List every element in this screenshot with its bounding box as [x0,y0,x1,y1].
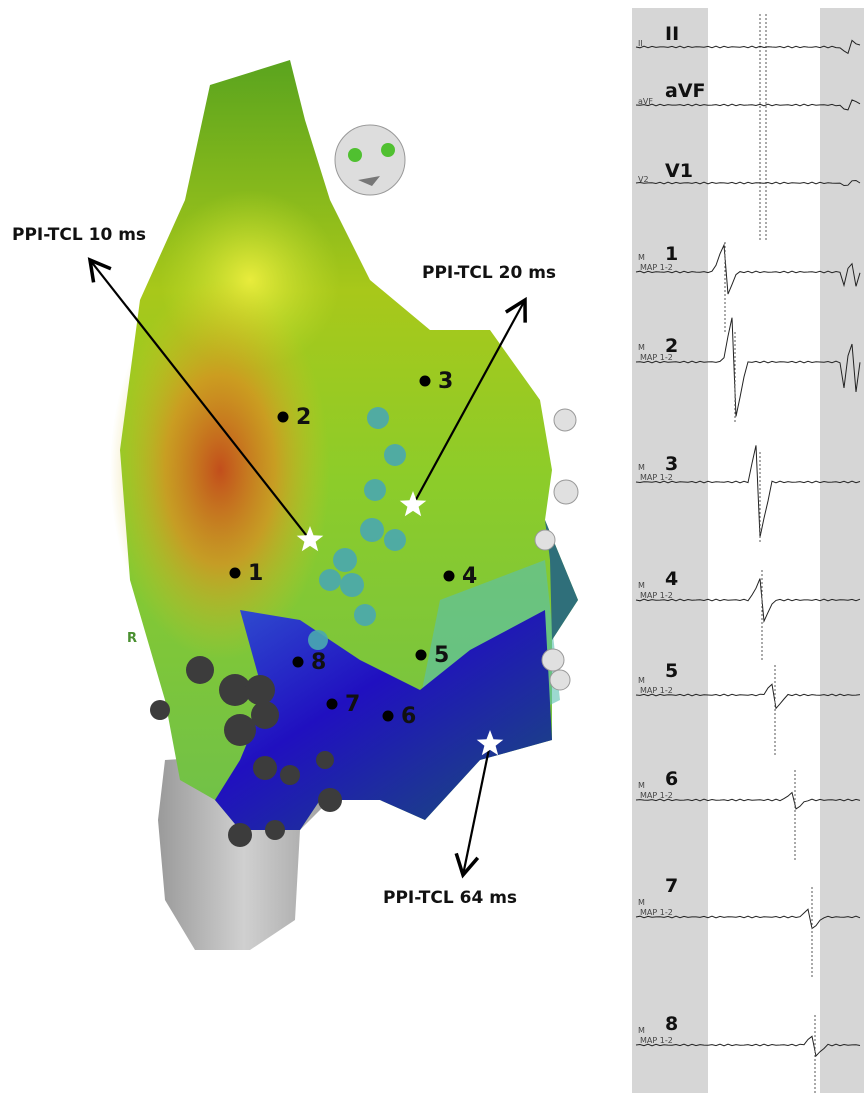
site-dot [230,568,241,579]
lead-tag: V2 [638,175,649,184]
site-label: 1 [248,561,263,586]
lead-label: 5 [665,660,678,682]
site-label: 3 [438,369,453,394]
lead-tag: M [638,463,645,472]
figure: R 12345678 PPI-TCL 10 msPPI-TCL 20 msPPI… [0,0,864,1093]
orientation-label: R [127,631,137,646]
site-dot [383,711,394,722]
site-dot [327,699,338,710]
lead-label: 7 [665,875,678,897]
lead-tag: M [638,581,645,590]
lead-tag: M [638,253,645,262]
lead-tag: II [638,39,643,48]
red-zone [110,280,330,660]
site-label: 5 [434,643,449,668]
annotation: PPI-TCL 10 ms [12,225,146,245]
lead-label: 8 [665,1013,678,1035]
site-dot [416,650,427,661]
lead-tag: M [638,343,645,352]
site-dot [293,657,304,668]
lead-tag: M [638,898,645,907]
lead-label: 6 [665,768,678,790]
channel-label: MAP 1-2 [640,791,673,800]
lead-label: 3 [665,453,678,475]
channel-label: MAP 1-2 [640,686,673,695]
annotation: PPI-TCL 64 ms [383,888,517,908]
lead-tag: aVF [638,97,653,106]
lead-label: II [665,23,679,45]
lead-label: 1 [665,243,678,265]
site-label: 8 [311,650,326,675]
annotation: PPI-TCL 20 ms [422,263,556,283]
gray-band [820,8,864,1093]
site-label: 6 [401,704,416,729]
channel-label: MAP 1-2 [640,353,673,362]
lead-label: V1 [665,160,693,182]
face-icon [335,125,405,195]
channel-label: MAP 1-2 [640,263,673,272]
channel-label: MAP 1-2 [640,1036,673,1045]
site-label: 7 [345,692,360,717]
lead-label: aVF [665,80,706,102]
anatomic-map: R 1 2 3 4 5 6 78 PPI-TCL 10 ms PPI-TCL 20 ms PPI… [12,60,578,950]
site-dot [420,376,431,387]
lead-tag: M [638,781,645,790]
site-label: 2 [296,405,311,430]
channel-label: MAP 1-2 [640,591,673,600]
lead-tag: M [638,1026,645,1035]
channel-label: MAP 1-2 [640,908,673,917]
site-dot [444,571,455,582]
channel-label: MAP 1-2 [640,473,673,482]
site-label: 4 [462,564,477,589]
lead-tag: M [638,676,645,685]
site-dot [278,412,289,423]
lead-label: 4 [665,568,678,590]
